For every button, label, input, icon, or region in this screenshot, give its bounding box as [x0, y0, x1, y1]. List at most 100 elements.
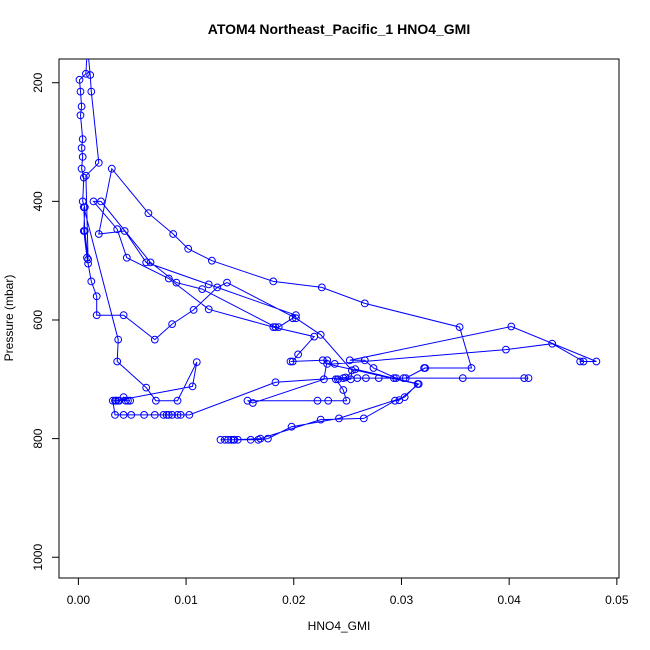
data-point [176, 411, 185, 419]
data-point [189, 306, 198, 314]
data-point [119, 411, 128, 419]
data-point [323, 356, 332, 365]
data-point [269, 323, 278, 332]
data-point [79, 173, 88, 182]
data-point [75, 75, 84, 84]
data-point [520, 374, 529, 383]
data-point [185, 411, 194, 419]
data-point [78, 153, 87, 161]
plot-area [75, 59, 601, 444]
data-point [89, 197, 98, 206]
plot-frame [58, 58, 620, 579]
data-point [502, 345, 510, 354]
data-point [359, 414, 368, 423]
data-point [173, 411, 182, 419]
y-tick-label: 1000 [31, 544, 45, 571]
data-point [288, 357, 297, 366]
data-point [320, 375, 328, 384]
data-point [339, 386, 348, 394]
data-point [164, 274, 173, 283]
data-point [414, 380, 423, 388]
data-point [395, 396, 404, 405]
data-point [524, 374, 533, 383]
data-point [362, 374, 370, 383]
y-tick-label: 800 [31, 428, 45, 448]
data-point [576, 357, 585, 366]
data-point [292, 311, 300, 320]
data-point [77, 144, 86, 152]
data-point [374, 374, 383, 383]
x-axis-label: HNO4_GMI [308, 619, 371, 633]
data-point [246, 435, 255, 444]
data-point [310, 332, 319, 341]
data-point [248, 399, 257, 407]
data-point [82, 171, 90, 180]
data-point [94, 230, 103, 238]
data-point [548, 339, 557, 348]
data-point [92, 311, 101, 320]
data-point [507, 322, 516, 331]
data-point [390, 374, 398, 383]
x-tick-label: 0.03 [390, 593, 414, 607]
data-point [140, 411, 149, 419]
data-point [111, 411, 119, 419]
data-point [324, 396, 333, 405]
data-point [204, 280, 213, 289]
data-point [592, 357, 601, 366]
data-point [204, 305, 213, 314]
data-point [399, 374, 408, 383]
data-point [77, 102, 86, 111]
data-point [269, 277, 278, 286]
data-point [114, 335, 123, 344]
y-axis: 200 400 600 800 1000 [31, 72, 60, 571]
data-point [152, 396, 160, 405]
data-point [313, 396, 322, 405]
data-point [78, 135, 87, 144]
data-point [353, 374, 362, 383]
data-point [264, 434, 272, 443]
data-point [94, 158, 103, 167]
data-point [172, 278, 181, 287]
data-point [579, 357, 588, 366]
data-point [122, 253, 131, 262]
y-tick-label: 400 [31, 191, 45, 211]
x-tick-label: 0.04 [497, 593, 521, 607]
data-point [287, 422, 296, 431]
data-point [79, 203, 88, 212]
data-point [168, 411, 177, 419]
data-point [391, 396, 399, 405]
data-point [142, 383, 151, 392]
data-point [351, 365, 360, 374]
data-point [335, 414, 343, 423]
series-line [78, 59, 597, 441]
data-point [83, 253, 91, 262]
data-point [97, 197, 105, 206]
data-point [243, 396, 252, 405]
data-point [421, 364, 430, 372]
data-point [348, 366, 356, 375]
data-point [342, 396, 351, 405]
x-tick-label: 0.01 [174, 593, 198, 607]
chart-title: ATOM4 Northeast_Pacific_1 HNO4_GMI [208, 21, 470, 37]
data-point [208, 256, 216, 265]
data-point [334, 375, 342, 384]
data-point [119, 311, 128, 320]
x-tick-label: 0.00 [67, 593, 91, 607]
data-point [323, 360, 332, 368]
data-point [369, 364, 378, 372]
x-tick-label: 0.05 [605, 593, 629, 607]
data-point [159, 411, 168, 419]
y-tick-label: 600 [31, 310, 45, 330]
data-point [213, 283, 222, 292]
data-point [113, 225, 122, 234]
data-point [360, 299, 369, 308]
data-point [330, 360, 339, 368]
data-point [360, 356, 369, 365]
data-point [87, 277, 96, 286]
data-point [345, 356, 354, 365]
data-point [76, 87, 85, 96]
data-point [120, 227, 129, 235]
data-point [331, 375, 340, 384]
data-point [150, 335, 159, 344]
